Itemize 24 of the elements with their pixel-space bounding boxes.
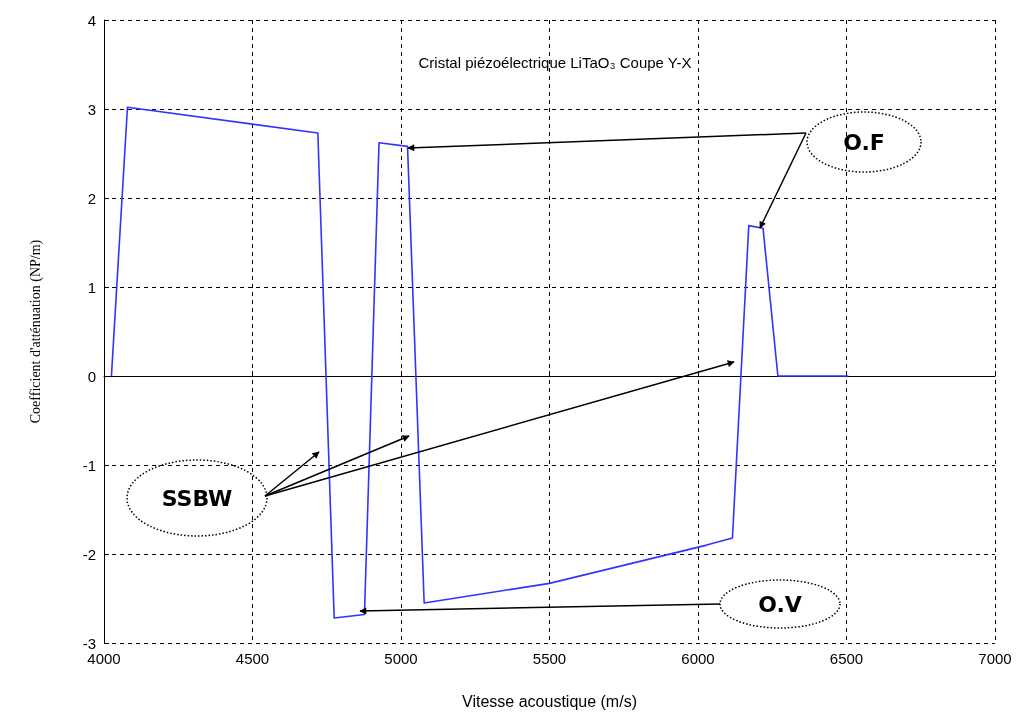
- y-tick-label: 3: [87, 100, 96, 118]
- x-tick-label: 6500: [829, 650, 864, 667]
- y-tick-label: 4: [87, 11, 96, 29]
- y-tick-label: 1: [87, 278, 96, 296]
- y-tick-label: -2: [82, 545, 96, 563]
- y-tick-label: 0: [87, 367, 96, 385]
- callout-of: O.F: [407, 111, 922, 229]
- x-tick-label: 4500: [235, 650, 270, 667]
- annotation: SSBW: [161, 486, 233, 511]
- y-axis-title: Coefficient d'atténuation (NP/m): [27, 239, 44, 424]
- x-tick-label: 4000: [87, 650, 121, 667]
- annotation: O.V: [758, 592, 802, 617]
- x-tick-label: 5500: [532, 650, 567, 667]
- y-tick-label: 2: [87, 189, 96, 207]
- x-tick-label: 6000: [681, 650, 715, 667]
- annotation: O.F: [843, 130, 885, 155]
- callout-ssbw: SSBW: [126, 360, 735, 537]
- text: Cristal piézoélectrique LiTaO₃ Coupe Y-X: [418, 54, 692, 71]
- x-tick-label: 5000: [384, 650, 418, 667]
- callout-ov: O.V: [359, 579, 841, 629]
- y-tick-label: -3: [82, 634, 96, 652]
- x-axis-title: Vitesse acoustique (m/s): [462, 692, 637, 710]
- y-tick-label: -1: [82, 456, 96, 474]
- x-tick-label: 7000: [978, 650, 1012, 667]
